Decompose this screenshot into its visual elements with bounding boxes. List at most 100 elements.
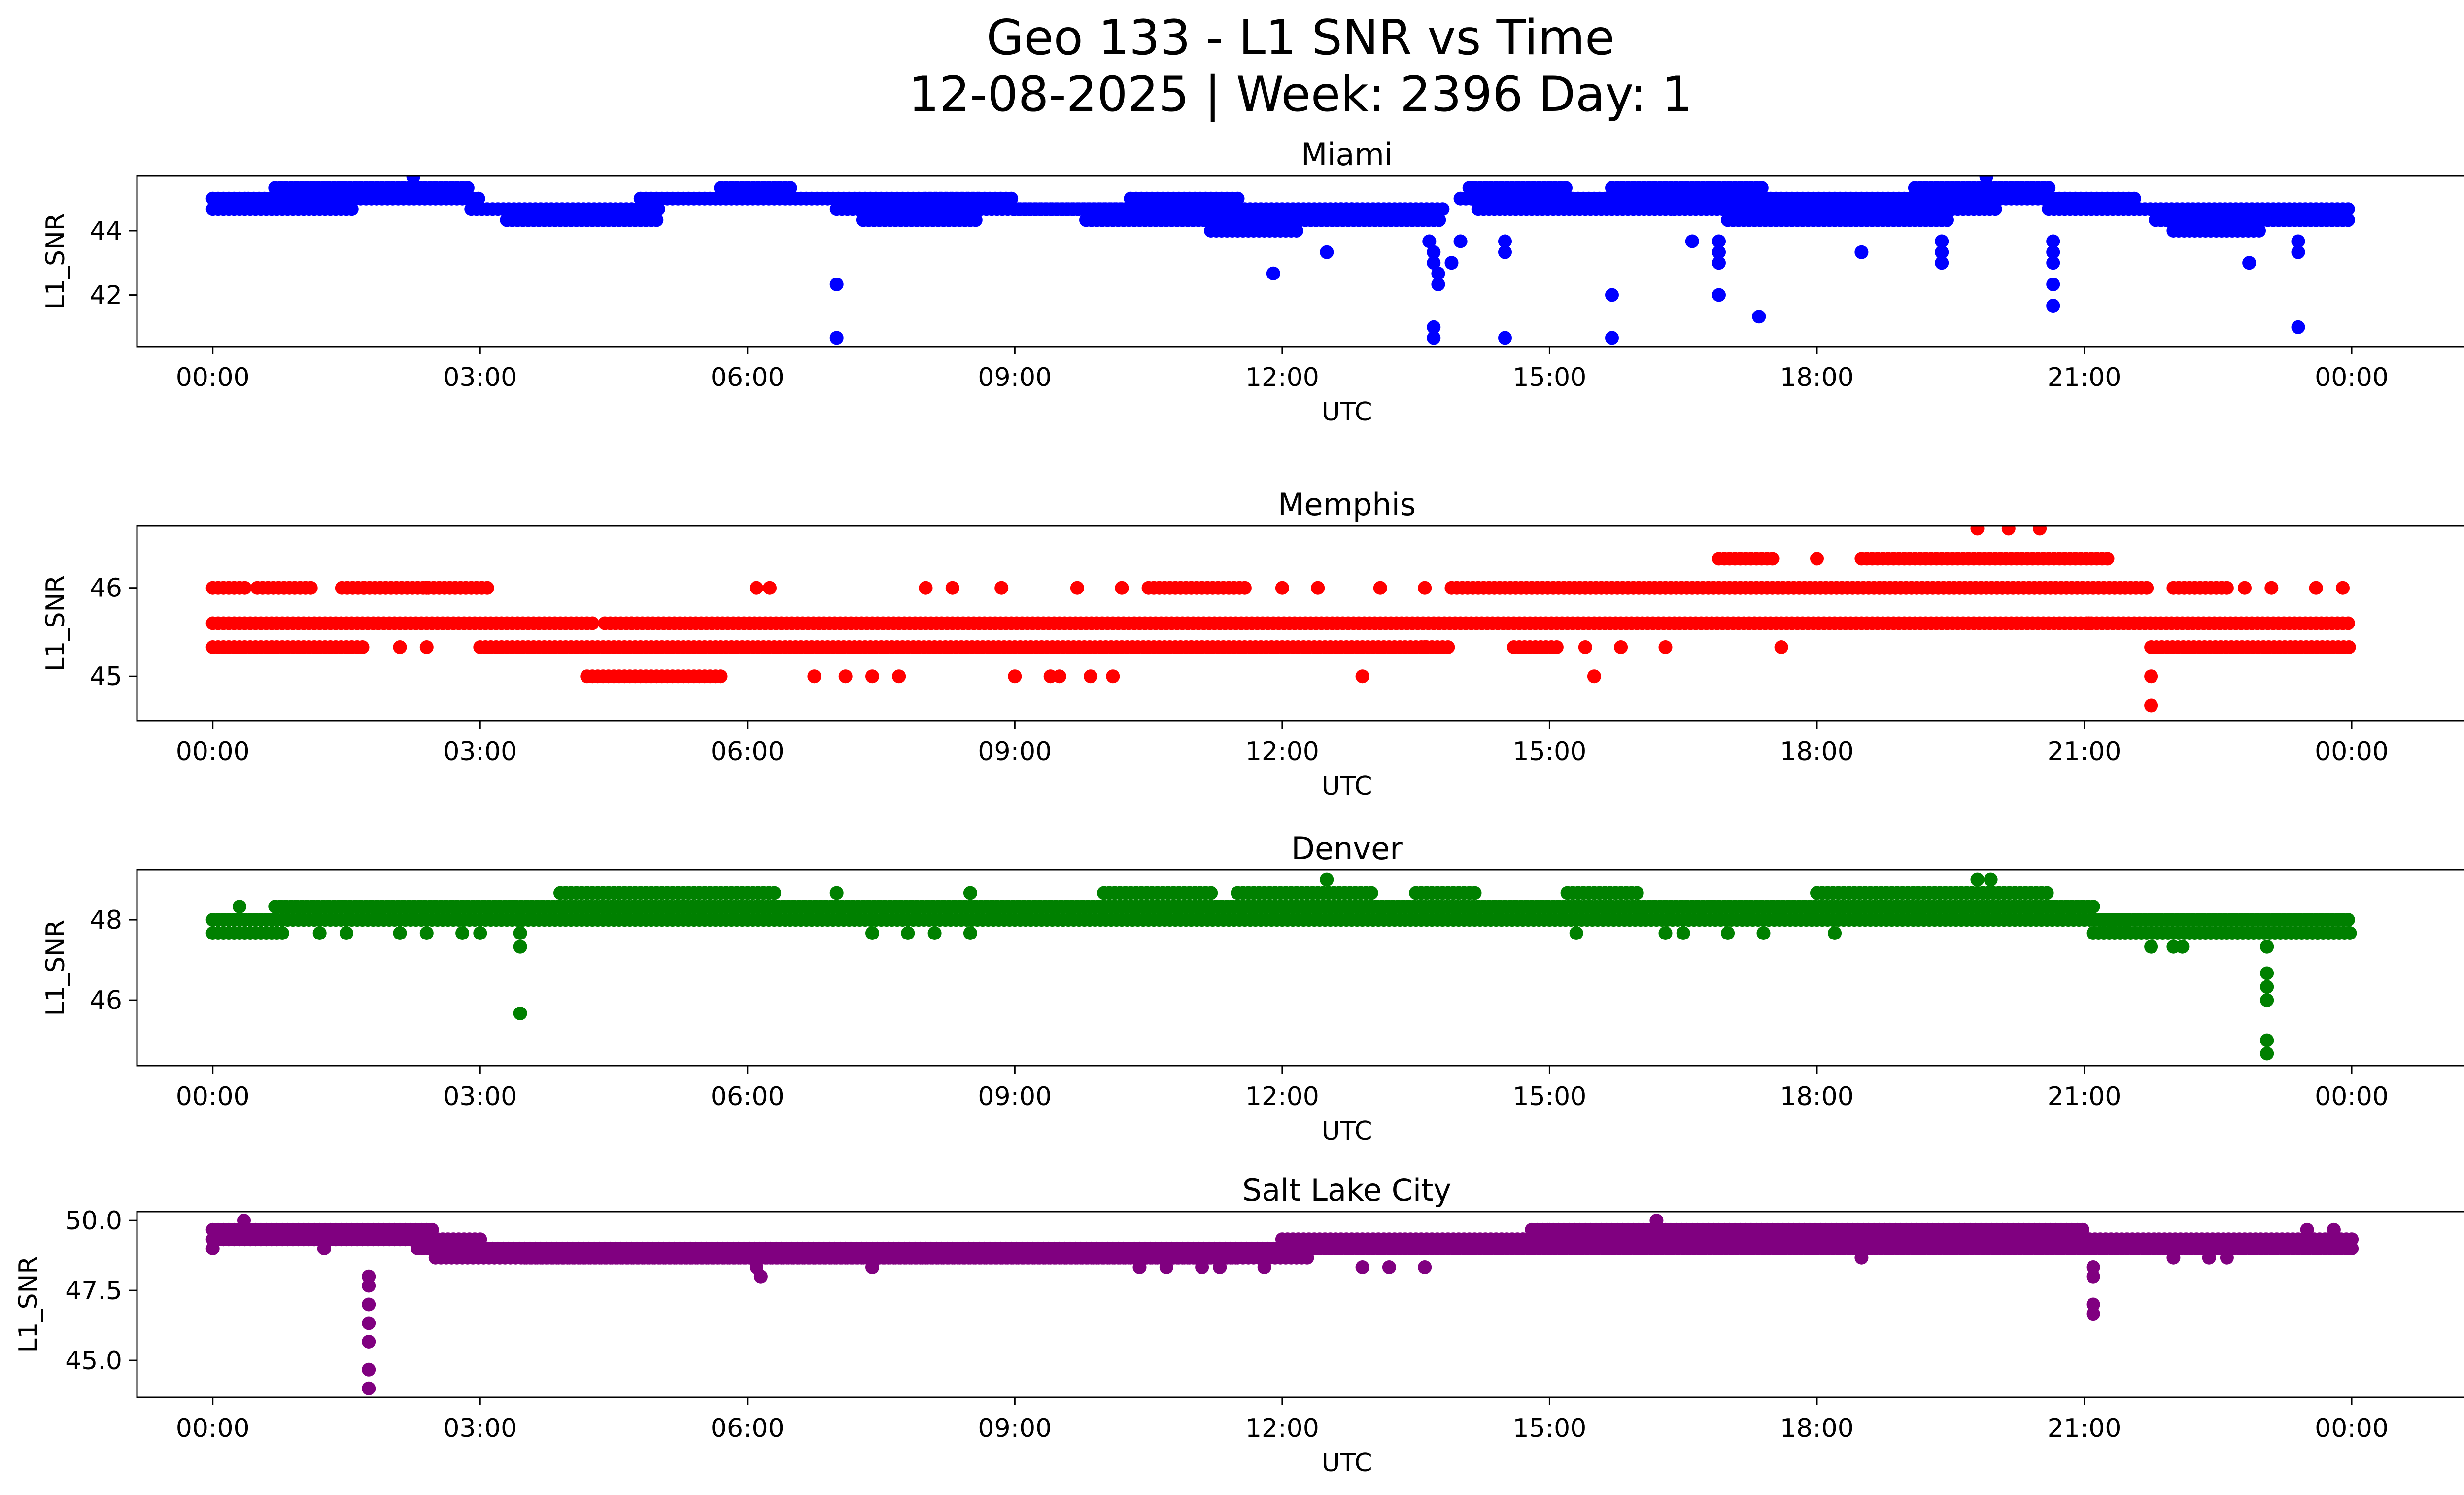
data-point bbox=[2309, 581, 2323, 595]
data-point bbox=[1115, 581, 1129, 595]
data-point bbox=[1935, 234, 1949, 248]
x-tick-label: 18:00 bbox=[1780, 1414, 1854, 1443]
data-point bbox=[1052, 669, 1066, 684]
y-axis-label: L1_SNR bbox=[41, 575, 70, 671]
data-point bbox=[1578, 640, 1592, 654]
data-point bbox=[1008, 669, 1022, 684]
data-point bbox=[1940, 213, 1954, 227]
data-point bbox=[1828, 926, 1842, 940]
y-tick-label: 46 bbox=[90, 986, 122, 1015]
data-point bbox=[275, 926, 289, 940]
data-point bbox=[945, 581, 959, 595]
data-point bbox=[1266, 266, 1280, 280]
data-point bbox=[1569, 926, 1583, 940]
data-point bbox=[1712, 245, 1726, 259]
subplot-title: Miami bbox=[1301, 137, 1393, 173]
data-point bbox=[317, 1241, 331, 1255]
data-point bbox=[419, 640, 434, 654]
x-tick-label: 21:00 bbox=[2048, 1082, 2122, 1112]
data-point bbox=[1721, 926, 1735, 940]
x-axis-label: UTC bbox=[1321, 771, 1372, 801]
x-tick-label: 15:00 bbox=[1512, 363, 1586, 392]
x-tick-label: 09:00 bbox=[978, 363, 1052, 392]
subplot-salt-lake-city: Salt Lake City 00:00 03:00 06:00 09:00 12:00 1… bbox=[14, 1172, 2464, 1478]
data-point bbox=[2345, 1241, 2359, 1255]
data-point bbox=[471, 191, 485, 206]
x-tick-label: 00:00 bbox=[176, 1082, 250, 1112]
data-point bbox=[1320, 245, 1334, 259]
axes-frame bbox=[136, 175, 2464, 348]
data-point bbox=[2341, 202, 2355, 216]
y-tick-label: 44 bbox=[90, 216, 122, 246]
data-point bbox=[1106, 669, 1120, 684]
data-point bbox=[419, 926, 434, 940]
data-point bbox=[393, 640, 407, 654]
data-point bbox=[1311, 581, 1325, 595]
y-tick-label: 42 bbox=[90, 281, 122, 311]
data-point bbox=[1257, 1260, 1271, 1274]
data-point bbox=[480, 581, 494, 595]
data-point bbox=[1084, 669, 1098, 684]
x-tick-label: 03:00 bbox=[443, 1082, 517, 1112]
figure-title-line-1: Geo 133 - L1 SNR vs Time bbox=[987, 10, 1615, 66]
data-point bbox=[362, 1279, 376, 1293]
data-point bbox=[2260, 939, 2274, 954]
x-tick-label: 12:00 bbox=[1245, 363, 1319, 392]
y-tick-label: 50.0 bbox=[65, 1206, 122, 1236]
x-tick-label: 03:00 bbox=[443, 1414, 517, 1443]
y-axis-label: L1_SNR bbox=[41, 213, 70, 310]
data-point bbox=[1712, 234, 1726, 248]
data-point bbox=[1004, 191, 1019, 206]
scatter-series bbox=[205, 526, 2356, 713]
y-axis-label: L1_SNR bbox=[41, 919, 70, 1016]
data-point bbox=[963, 926, 977, 940]
data-point bbox=[919, 581, 933, 595]
data-point bbox=[1988, 202, 2002, 216]
data-point bbox=[1427, 245, 1441, 259]
data-point bbox=[2260, 1046, 2274, 1061]
data-point bbox=[1984, 872, 1998, 887]
x-axis-label: UTC bbox=[1321, 1116, 1372, 1146]
data-point bbox=[2100, 552, 2115, 566]
data-point bbox=[807, 669, 821, 684]
data-point bbox=[393, 926, 407, 940]
data-point bbox=[650, 213, 664, 227]
data-point bbox=[238, 581, 252, 595]
data-point bbox=[2341, 616, 2355, 630]
x-tick-label: 00:00 bbox=[176, 1414, 250, 1443]
data-point bbox=[1427, 256, 1441, 270]
figure-title-line-2: 12-08-2025 | Week: 2396 Day: 1 bbox=[909, 67, 1693, 123]
data-point bbox=[829, 886, 844, 900]
x-tick-label: 09:00 bbox=[978, 737, 1052, 766]
data-point bbox=[2042, 181, 2056, 195]
data-point bbox=[362, 1381, 376, 1395]
data-point bbox=[406, 176, 420, 184]
data-point bbox=[2327, 1222, 2341, 1237]
y-tick-label: 46 bbox=[90, 574, 122, 603]
data-point bbox=[749, 1260, 763, 1274]
data-point bbox=[1614, 640, 1628, 654]
data-point bbox=[2040, 886, 2054, 900]
subplot-title: Memphis bbox=[1278, 487, 1416, 522]
data-point bbox=[2082, 616, 2096, 630]
data-point bbox=[2341, 213, 2355, 227]
data-point bbox=[1542, 1222, 1557, 1237]
data-point bbox=[1498, 245, 1512, 259]
scatter-series bbox=[205, 1214, 2359, 1395]
x-tick-label: 09:00 bbox=[978, 1082, 1052, 1112]
x-tick-label: 06:00 bbox=[711, 737, 785, 766]
axes-frame bbox=[136, 869, 2464, 1067]
data-point bbox=[865, 926, 879, 940]
x-tick-label: 00:00 bbox=[176, 363, 250, 392]
x-tick-label: 18:00 bbox=[1780, 1082, 1854, 1112]
data-point bbox=[455, 926, 470, 940]
x-tick-label: 18:00 bbox=[1780, 363, 1854, 392]
data-point bbox=[2086, 900, 2100, 914]
data-point bbox=[1854, 245, 1869, 259]
data-point bbox=[2264, 581, 2279, 595]
data-point bbox=[1070, 581, 1084, 595]
data-point bbox=[1774, 640, 1788, 654]
axes-frame bbox=[136, 525, 2464, 722]
data-point bbox=[1498, 234, 1512, 248]
